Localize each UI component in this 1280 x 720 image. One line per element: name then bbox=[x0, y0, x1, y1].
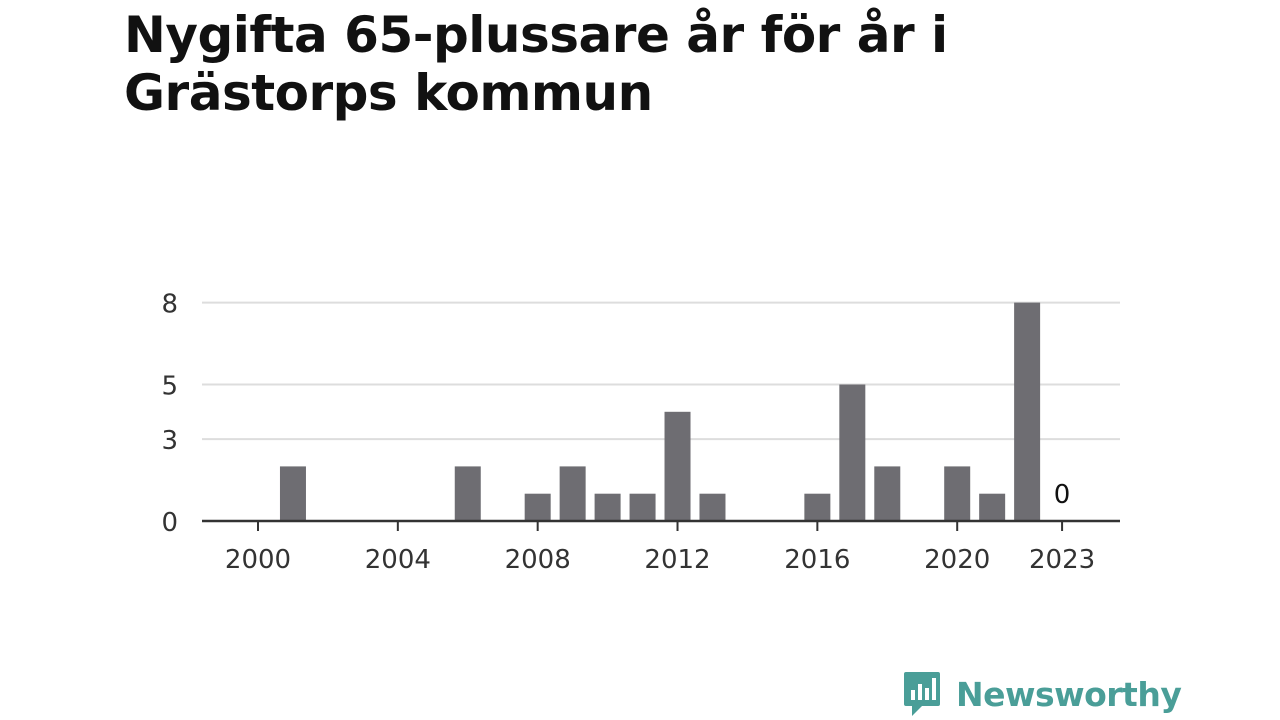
bar-2016 bbox=[804, 493, 831, 521]
bar-2021 bbox=[979, 493, 1006, 521]
x-tick-label: 2004 bbox=[365, 545, 431, 575]
y-tick-label: 0 bbox=[161, 508, 178, 538]
x-tick-label: 2008 bbox=[505, 545, 571, 575]
bar-2009 bbox=[559, 466, 586, 521]
axes bbox=[202, 519, 1120, 531]
x-tick-label: 2023 bbox=[1029, 545, 1095, 575]
newsworthy-logo[interactable]: Newsworthy bbox=[902, 670, 1182, 718]
bar-2010 bbox=[594, 493, 621, 521]
labels: 0 3 5 8 2000 2004 2008 2012 2016 2020 2023 0 bbox=[161, 290, 1095, 575]
bar-2006 bbox=[454, 466, 481, 521]
data-label-2023: 0 bbox=[1054, 480, 1071, 510]
bar-2008 bbox=[524, 493, 551, 521]
bar-2013 bbox=[699, 493, 726, 521]
y-tick-label: 5 bbox=[161, 372, 178, 402]
grid-lines bbox=[202, 301, 1120, 441]
y-tick-label: 8 bbox=[161, 290, 178, 320]
chart-title: Nygifta 65-plussare år för år i Grästorp… bbox=[124, 6, 948, 122]
x-tick-label: 2020 bbox=[924, 545, 990, 575]
newsworthy-logo-icon bbox=[904, 672, 940, 716]
bar-2001 bbox=[279, 466, 306, 521]
bar-2022 bbox=[1014, 302, 1041, 521]
bars bbox=[279, 302, 1041, 521]
bar-2020 bbox=[944, 466, 971, 521]
y-tick-label: 3 bbox=[161, 426, 178, 456]
bar-2012 bbox=[664, 411, 691, 521]
bar-2018 bbox=[874, 466, 901, 521]
bar-2011 bbox=[629, 493, 656, 521]
x-tick-label: 2012 bbox=[644, 545, 710, 575]
x-tick-label: 2000 bbox=[225, 545, 291, 575]
x-tick-label: 2016 bbox=[784, 545, 850, 575]
bar-2017 bbox=[839, 384, 866, 521]
logo-text: Newsworthy bbox=[956, 674, 1182, 714]
